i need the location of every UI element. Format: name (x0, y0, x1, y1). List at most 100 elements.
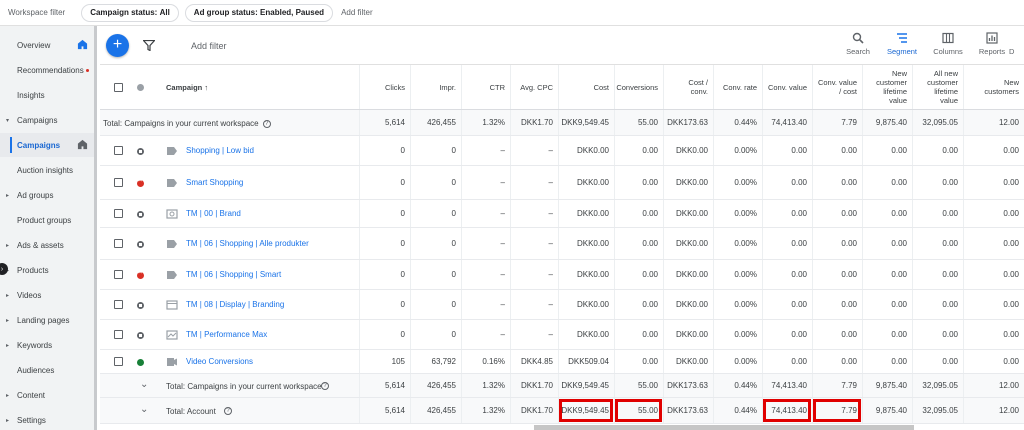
col-header-conv-value[interactable]: Conv. value (762, 65, 812, 109)
nav-group-content[interactable]: ▸ Content (0, 383, 94, 407)
campaign-status-chip[interactable]: Campaign status: All (81, 3, 179, 22)
collapse-nav-chevron-icon[interactable]: › (0, 263, 8, 275)
nav-item-product-groups[interactable]: Product groups (0, 208, 94, 232)
table-row[interactable]: TM | Performance Max 0 0– – DKK0.00 0.00 DKK0.… (100, 320, 1024, 350)
active-indicator (10, 137, 12, 153)
campaign-name-link[interactable]: Shopping | Low bid (186, 146, 254, 155)
status-enabled-icon[interactable] (137, 358, 144, 366)
cell-conversions: 0.00 (614, 200, 663, 227)
add-campaign-button[interactable]: + (106, 34, 129, 57)
col-header-new-customers[interactable]: New customers (963, 65, 1024, 109)
row-checkbox[interactable] (114, 209, 123, 218)
col-header-avg-cpc[interactable]: Avg. CPC (510, 65, 558, 109)
filter-icon[interactable] (143, 40, 155, 51)
add-workspace-filter-link[interactable]: Add filter (341, 8, 373, 17)
table-row[interactable]: TM | 00 | Brand 0 0– – DKK0.00 0.00 DKK0.00 0.0… (100, 200, 1024, 228)
campaign-name-link[interactable]: TM | Performance Max (186, 330, 268, 339)
cell-new-lifetime: 0.00 (862, 320, 912, 349)
col-header-clicks[interactable]: Clicks (359, 65, 410, 109)
total-label: Total: Campaigns in your current workspa… (103, 119, 271, 128)
nav-group-ads-assets[interactable]: ▸ Ads & assets (0, 233, 94, 257)
select-all-checkbox[interactable] (114, 83, 123, 92)
columns-tool-button[interactable]: Columns (929, 32, 967, 56)
cell-cost: DKK0.00 (558, 260, 614, 289)
cell-conv-value-cost: 7.79 (812, 374, 862, 397)
table-row[interactable]: TM | 06 | Shopping | Smart00––DKK0.000.0… (100, 260, 1024, 290)
table-row[interactable]: Smart Shopping00––DKK0.000.00DKK0.000.00… (100, 166, 1024, 200)
col-header-conv-value-cost[interactable]: Conv. value / cost (812, 65, 862, 109)
table-row[interactable]: TM | 06 | Shopping | Alle produkter 0 0– – D… (100, 228, 1024, 260)
col-header-label: CTR (489, 82, 505, 92)
ad-group-status-chip[interactable]: Ad group status: Enabled, Paused (184, 3, 334, 22)
cell-conversions-highlighted: 55.00 (614, 398, 663, 423)
nav-item-overview[interactable]: Overview (0, 33, 94, 57)
col-header-conv-rate[interactable]: Conv. rate (713, 65, 762, 109)
search-campaign-icon (166, 209, 178, 219)
search-tool-button[interactable]: Search (839, 32, 877, 56)
col-header-new-customer-lifetime-value[interactable]: New customer lifetime value (862, 65, 912, 109)
col-header-all-new-customer-lifetime-value[interactable]: All new customer lifetime value (912, 65, 963, 109)
nav-item-recommendations[interactable]: Recommendations (0, 58, 94, 82)
nav-group-settings[interactable]: ▸ Settings (0, 408, 94, 430)
campaign-name-link[interactable]: TM | 08 | Display | Branding (186, 300, 285, 309)
reports-tool-button[interactable]: Reports (973, 32, 1011, 56)
nav-item-campaigns[interactable]: Campaigns (0, 133, 94, 157)
nav-group-keywords[interactable]: ▸ Keywords (0, 333, 94, 357)
nav-group-ad-groups[interactable]: ▸ Ad groups (0, 183, 94, 207)
status-paused-icon[interactable] (137, 240, 144, 248)
row-checkbox[interactable] (114, 270, 123, 279)
cell-cost-conv: DKK0.00 (663, 260, 713, 289)
col-header-conversions[interactable]: Conversions (614, 65, 663, 109)
campaign-name-link[interactable]: TM | 00 | Brand (186, 209, 241, 218)
campaign-name-link[interactable]: TM | 06 | Shopping | Alle produkter (186, 239, 309, 248)
col-header-campaign[interactable]: Campaign ↑ (166, 65, 356, 109)
help-icon[interactable]: ? (321, 382, 329, 390)
download-tool-button[interactable]: D (1009, 32, 1024, 56)
col-header-cost[interactable]: Cost (558, 65, 614, 109)
status-paused-icon[interactable] (137, 210, 144, 218)
row-checkbox[interactable] (114, 300, 123, 309)
status-removed-icon[interactable] (137, 177, 144, 187)
nav-item-auction-insights[interactable]: Auction insights (0, 158, 94, 182)
nav-item-insights[interactable]: Insights (0, 83, 94, 107)
col-header-cost-conv[interactable]: Cost / conv. (663, 65, 713, 109)
col-header-line: customer (876, 78, 907, 87)
cell-impr: 0 (410, 228, 461, 259)
help-icon[interactable]: ? (224, 407, 232, 415)
help-icon[interactable]: ? (262, 119, 271, 128)
row-checkbox[interactable] (114, 239, 123, 248)
table-row[interactable]: Shopping | Low bid 0 0– – DKK0.00 0.00 DKK0.00… (100, 136, 1024, 166)
nav-group-products[interactable]: ▸Products (0, 258, 94, 282)
horizontal-scrollbar[interactable] (534, 425, 914, 430)
row-checkbox[interactable] (114, 330, 123, 339)
row-checkbox[interactable] (114, 178, 123, 187)
cell-ctr: – (461, 136, 510, 165)
segment-tool-button[interactable]: Segment (883, 32, 921, 67)
workspace-filter-bar: Workspace filter Campaign status: All Ad… (0, 0, 1024, 26)
cell-cost-conv: DKK0.00 (663, 200, 713, 227)
nav-item-audiences[interactable]: Audiences (0, 358, 94, 382)
status-paused-icon[interactable] (137, 301, 144, 309)
cell-conv-value-cost: 7.79 (812, 110, 862, 135)
expand-chevron-icon[interactable]: ⌄ (140, 404, 149, 415)
col-header-ctr[interactable]: CTR (461, 65, 510, 109)
nav-group-campaigns[interactable]: ▾ Campaigns (0, 108, 94, 132)
cell-all-new: 0.00 (912, 260, 963, 289)
table-row[interactable]: Video Conversions 105 63,792 0.16% DKK4.85 DK… (100, 350, 1024, 374)
col-header-line: customer (927, 78, 958, 87)
status-paused-icon[interactable] (137, 147, 144, 155)
status-removed-icon[interactable] (137, 269, 144, 279)
campaign-name-link[interactable]: Smart Shopping (186, 178, 244, 187)
nav-group-videos[interactable]: ▸ Videos (0, 283, 94, 307)
col-header-impr[interactable]: Impr. (410, 65, 461, 109)
add-filter-input[interactable]: Add filter (191, 41, 227, 51)
campaign-name-link[interactable]: TM | 06 | Shopping | Smart (186, 270, 282, 279)
row-checkbox[interactable] (114, 146, 123, 155)
status-paused-icon[interactable] (137, 331, 144, 339)
row-checkbox[interactable] (114, 357, 123, 366)
campaign-name-link[interactable]: Video Conversions (186, 357, 254, 366)
cell-clicks: 5,614 (359, 398, 410, 423)
expand-chevron-icon[interactable]: ⌄ (140, 379, 149, 390)
nav-group-landing-pages[interactable]: ▸ Landing pages (0, 308, 94, 332)
table-row[interactable]: TM | 08 | Display | Branding 0 0– – DKK0.00 0… (100, 290, 1024, 320)
